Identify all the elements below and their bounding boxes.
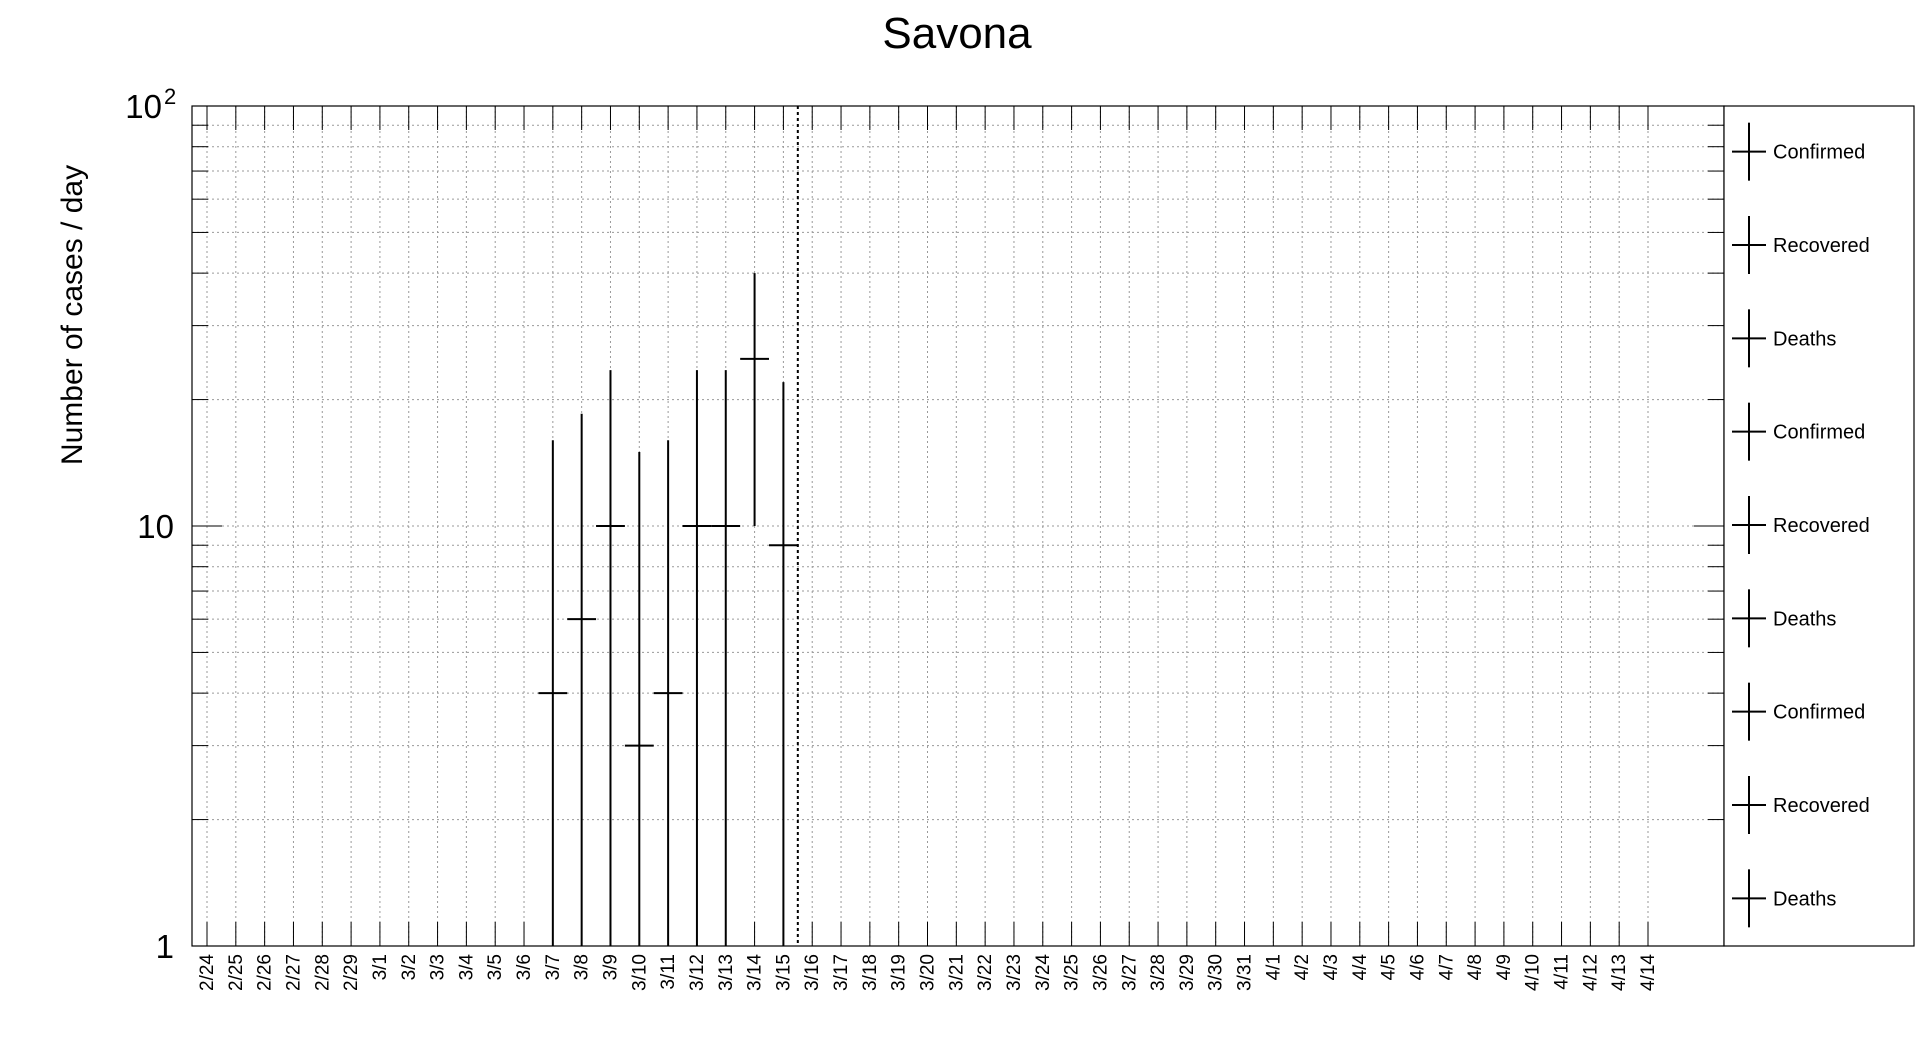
x-tick-label: 3/6 xyxy=(514,954,535,980)
x-tick-label: 2/27 xyxy=(283,954,304,991)
data-points xyxy=(538,273,798,946)
data-point xyxy=(740,273,769,526)
chart-title: Savona xyxy=(882,9,1032,58)
x-tick-label: 4/11 xyxy=(1552,954,1573,990)
x-tick-label: 3/3 xyxy=(428,954,449,980)
legend-entry: Confirmed xyxy=(1732,402,1865,461)
x-tick-label: 2/26 xyxy=(255,954,276,991)
legend-entry: Recovered xyxy=(1732,216,1870,274)
x-tick-label: 2/24 xyxy=(197,954,218,991)
x-tick-label: 4/14 xyxy=(1638,954,1659,991)
y-tick-label-exponent: 2 xyxy=(164,84,176,109)
data-point xyxy=(711,370,741,946)
x-tick-label: 2/29 xyxy=(341,954,362,991)
x-tick-label: 4/7 xyxy=(1436,954,1457,980)
data-point xyxy=(538,440,568,946)
data-point xyxy=(596,370,625,946)
x-tick-label: 3/27 xyxy=(1119,954,1140,991)
x-tick-label: 3/7 xyxy=(543,954,564,980)
x-tick-label: 4/1 xyxy=(1263,954,1284,980)
legend-entry: Confirmed xyxy=(1732,682,1865,741)
legend-entry: Deaths xyxy=(1732,309,1836,368)
legend-label: Confirmed xyxy=(1773,702,1865,724)
x-tick-label: 4/9 xyxy=(1494,954,1515,980)
x-tick-label: 3/24 xyxy=(1033,954,1054,991)
x-tick-label: 2/25 xyxy=(226,954,247,991)
legend-entries: Confirmed Recovered Deaths Confirmed Recover… xyxy=(1732,122,1870,928)
x-tick-label: 3/28 xyxy=(1148,954,1169,991)
legend-label: Confirmed xyxy=(1773,142,1865,164)
x-tick-label: 3/12 xyxy=(687,954,708,991)
x-tick-label: 3/22 xyxy=(975,954,996,991)
legend-entry: Recovered xyxy=(1732,776,1870,834)
y-axis-label: Number of cases / day xyxy=(56,165,89,465)
y-tick-label: 1 xyxy=(156,928,174,965)
x-tick-label: 3/15 xyxy=(773,954,794,991)
x-tick-label: 3/18 xyxy=(860,954,881,991)
x-tick-label: 4/6 xyxy=(1407,954,1428,980)
legend-entry: Deaths xyxy=(1732,869,1836,928)
legend-entry: Confirmed xyxy=(1732,122,1865,181)
x-tick-label: 3/21 xyxy=(946,954,967,991)
x-tick-label: 3/9 xyxy=(600,954,621,980)
x-tick-label: 4/10 xyxy=(1523,954,1544,991)
data-point xyxy=(768,382,798,946)
data-point xyxy=(653,440,683,946)
data-point xyxy=(567,413,597,946)
legend-label: Deaths xyxy=(1773,888,1836,910)
x-tick-label: 3/30 xyxy=(1206,954,1227,991)
x-tick-label: 3/20 xyxy=(918,954,939,991)
x-tick-label: 3/29 xyxy=(1177,954,1198,991)
x-tick-label: 3/14 xyxy=(745,954,766,991)
x-tick-label: 3/26 xyxy=(1090,954,1111,991)
y-tick-label: 10 xyxy=(137,508,174,545)
x-tick-label: 3/13 xyxy=(716,954,737,991)
x-tick-label: 3/31 xyxy=(1235,954,1256,991)
x-tick-label: 3/23 xyxy=(1004,954,1025,991)
x-tick-label: 4/8 xyxy=(1465,954,1486,980)
legend-label: Deaths xyxy=(1773,328,1836,350)
x-tick-label: 4/3 xyxy=(1321,954,1342,980)
x-tick-label: 3/2 xyxy=(399,954,420,980)
x-tick-label: 4/4 xyxy=(1350,954,1371,981)
x-tick-label: 3/8 xyxy=(572,954,593,980)
x-tick-label: 3/10 xyxy=(629,954,650,991)
x-axis: 2/24 2/25 2/26 2/27 2/28 2/29 3/1 3/2 3/3 3/4 3/5 3… xyxy=(197,106,1659,991)
legend-entry: Recovered xyxy=(1732,496,1870,554)
x-tick-label: 3/17 xyxy=(831,954,852,991)
x-tick-label: 3/4 xyxy=(456,954,477,981)
x-tick-label: 3/16 xyxy=(802,954,823,991)
x-tick-label: 3/5 xyxy=(485,954,506,980)
x-tick-label: 4/13 xyxy=(1609,954,1630,991)
legend-label: Recovered xyxy=(1773,515,1870,537)
x-tick-label: 3/1 xyxy=(370,954,391,980)
legend-label: Confirmed xyxy=(1773,422,1865,444)
x-tick-label: 4/12 xyxy=(1580,954,1601,991)
x-tick-label: 4/2 xyxy=(1292,954,1313,980)
legend-entry: Deaths xyxy=(1732,589,1836,648)
x-tick-label: 3/11 xyxy=(658,954,679,990)
legend-label: Recovered xyxy=(1773,235,1870,257)
x-tick-label: 2/28 xyxy=(312,954,333,991)
x-tick-label: 3/19 xyxy=(889,954,910,991)
legend-label: Recovered xyxy=(1773,795,1870,817)
legend-label: Deaths xyxy=(1773,608,1836,630)
data-point xyxy=(624,452,654,946)
grid xyxy=(192,106,1724,947)
x-tick-label: 3/25 xyxy=(1062,954,1083,991)
x-tick-label: 4/5 xyxy=(1379,954,1400,980)
y-tick-label: 10 xyxy=(125,88,162,125)
data-point xyxy=(682,370,712,946)
